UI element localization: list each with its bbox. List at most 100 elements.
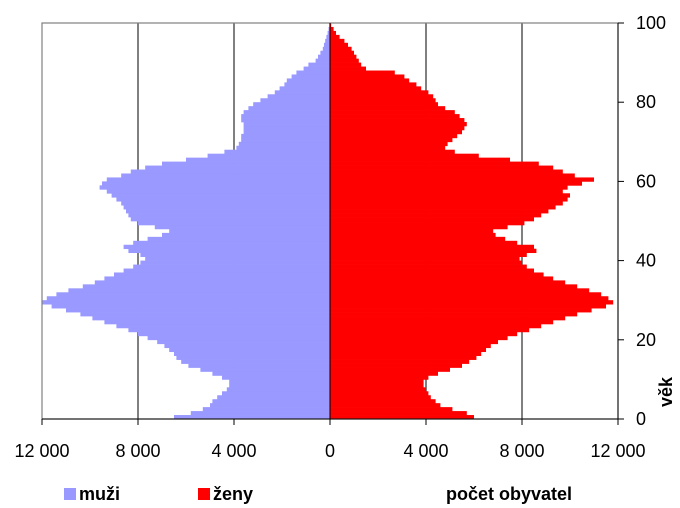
male-bar-age-75 — [241, 118, 330, 123]
male-bar-age-97 — [327, 30, 330, 36]
female-bar-age-77 — [330, 110, 455, 115]
male-bars — [42, 23, 331, 420]
female-bar-age-90 — [330, 58, 359, 63]
male-bar-age-34 — [94, 280, 330, 285]
male-bar-age-16 — [174, 351, 330, 356]
y-tick-label-3: 60 — [636, 171, 656, 191]
female-bar-age-63 — [330, 165, 554, 170]
male-bar-age-22 — [128, 327, 330, 333]
male-bar-age-10 — [222, 375, 330, 380]
female-bar-age-29 — [330, 300, 614, 305]
female-bar-age-94 — [330, 42, 348, 48]
male-bar-age-94 — [324, 42, 330, 48]
legend: muži ženy — [64, 484, 253, 504]
y-tick-label-0: 0 — [636, 409, 646, 429]
female-bar-age-42 — [330, 248, 537, 254]
male-bar-age-61 — [121, 173, 330, 178]
female-bar-age-46 — [330, 232, 496, 238]
male-bar-age-77 — [243, 110, 330, 115]
male-bar-age-37 — [123, 268, 330, 273]
y-tick-label-4: 80 — [636, 92, 656, 112]
male-bar-age-67 — [224, 149, 330, 155]
female-bar-age-56 — [330, 193, 570, 198]
male-bar-age-80 — [260, 98, 330, 103]
male-bar-age-27 — [66, 308, 330, 313]
male-bar-age-7 — [226, 387, 330, 392]
female-bar-age-67 — [330, 149, 455, 155]
male-bar-age-66 — [207, 153, 330, 158]
female-bar-age-8 — [330, 383, 424, 388]
female-bar-age-75 — [330, 118, 465, 123]
female-bar-age-84 — [330, 82, 417, 87]
male-bar-age-95 — [325, 38, 330, 44]
female-bar-age-10 — [330, 375, 429, 380]
male-bar-age-12 — [200, 367, 330, 372]
male-bar-age-41 — [140, 252, 330, 257]
x-tick-label-6: 12 000 — [590, 441, 645, 461]
female-bar-age-89 — [330, 62, 362, 67]
female-bar-age-49 — [330, 221, 525, 226]
female-bar-age-2 — [330, 407, 453, 412]
female-bar-age-47 — [330, 228, 494, 234]
female-bar-age-31 — [330, 292, 602, 297]
female-bar-age-74 — [330, 122, 467, 127]
female-bar-age-5 — [330, 395, 431, 400]
male-bar-age-85 — [286, 78, 330, 83]
female-bar-age-81 — [330, 94, 434, 99]
female-bar-age-23 — [330, 323, 542, 329]
male-bar-age-31 — [56, 292, 331, 297]
y-axis-title: věk — [656, 376, 676, 407]
female-bar-age-96 — [330, 34, 340, 40]
female-bar-age-15 — [330, 355, 477, 360]
female-bar-age-58 — [330, 185, 568, 190]
female-bar-age-52 — [330, 209, 549, 214]
female-bar-age-1 — [330, 411, 467, 416]
female-bar-age-54 — [330, 201, 563, 206]
male-bar-age-28 — [51, 304, 330, 309]
male-bar-age-15 — [176, 355, 330, 360]
female-bar-age-19 — [330, 339, 498, 345]
female-bar-age-0 — [330, 415, 474, 420]
female-bar-age-78 — [330, 106, 446, 111]
male-bar-age-50 — [130, 217, 330, 222]
female-bar-age-7 — [330, 387, 426, 392]
female-bar-age-86 — [330, 74, 405, 79]
female-bar-age-28 — [330, 304, 606, 309]
female-bar-age-25 — [330, 316, 566, 321]
female-bars — [330, 23, 614, 420]
male-bar-age-64 — [162, 161, 330, 166]
female-bar-age-88 — [330, 66, 366, 71]
male-bar-age-11 — [212, 371, 330, 376]
female-bar-age-64 — [330, 161, 539, 166]
female-bar-age-69 — [330, 141, 448, 147]
female-bar-age-73 — [330, 125, 465, 131]
male-bar-age-89 — [308, 62, 330, 67]
male-bar-age-90 — [315, 58, 330, 63]
female-bar-age-32 — [330, 288, 590, 293]
legend-female-label: ženy — [213, 484, 253, 504]
female-bar-age-36 — [330, 272, 544, 277]
male-bar-age-14 — [181, 359, 330, 364]
female-bar-age-21 — [330, 331, 518, 337]
male-bar-age-54 — [121, 201, 330, 206]
male-bar-age-47 — [169, 228, 330, 234]
male-bar-age-1 — [190, 411, 330, 416]
female-bar-age-20 — [330, 335, 508, 341]
male-bar-age-68 — [236, 145, 330, 151]
male-bar-age-59 — [102, 181, 330, 186]
male-bar-age-30 — [46, 296, 331, 301]
y-tick-label-2: 40 — [636, 251, 656, 271]
female-bar-age-48 — [330, 224, 508, 230]
male-bar-age-81 — [267, 94, 330, 99]
female-bar-age-61 — [330, 173, 575, 178]
female-bar-age-65 — [330, 157, 510, 162]
female-bar-age-37 — [330, 268, 534, 273]
male-bar-age-71 — [241, 133, 330, 139]
male-bar-age-6 — [222, 391, 330, 396]
female-bar-age-38 — [330, 264, 527, 269]
male-bar-age-55 — [116, 197, 331, 202]
male-bar-age-62 — [130, 169, 330, 174]
female-bar-age-79 — [330, 102, 438, 107]
x-tick-label-4: 4 000 — [403, 441, 448, 461]
